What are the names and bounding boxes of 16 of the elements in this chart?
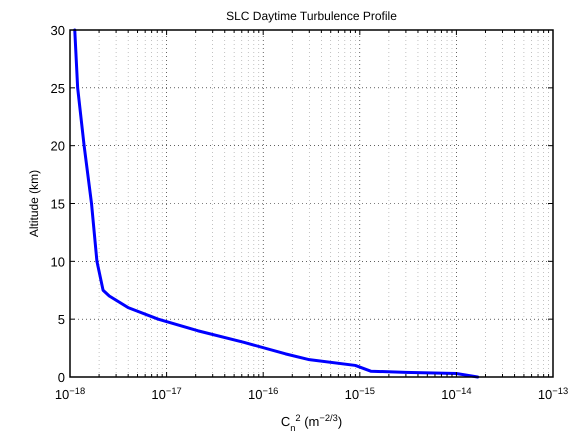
x-tick-label: 10$^{−16}$ — [248, 386, 278, 402]
x-tick-label: 10$^{−15}$ — [344, 386, 375, 402]
x-tick-label: 10$^{−17}$ — [151, 386, 182, 402]
y-tick-label: 20 — [50, 138, 65, 154]
y-axis-title: Altitude (km) — [27, 170, 41, 238]
x-tick-label: 10$^{−18}$ — [54, 386, 86, 402]
y-tick-label: 25 — [50, 80, 65, 96]
x-axis-title: C$_{n}$$^{2}$ (m$^{−2/3}$) — [280, 413, 342, 433]
x-tick-label: 10$^{−14}$ — [441, 386, 472, 402]
x-tick-label: 10$^{−13}$ — [538, 386, 568, 402]
chart-title: SLC Daytime Turbulence Profile — [226, 9, 398, 23]
y-tick-label: 30 — [50, 23, 65, 38]
y-tick-label: 10 — [50, 254, 65, 270]
y-tick-label: 5 — [58, 312, 65, 328]
y-tick-label: 0 — [58, 370, 65, 385]
y-tick-label: 15 — [50, 196, 65, 212]
